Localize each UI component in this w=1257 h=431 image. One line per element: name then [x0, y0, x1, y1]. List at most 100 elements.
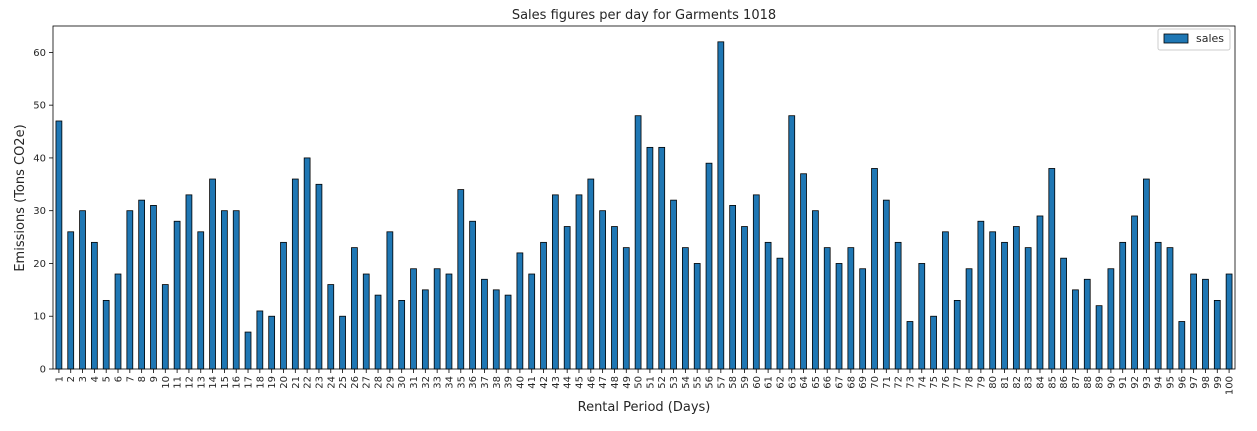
x-tick-label: 58 — [728, 376, 739, 389]
x-tick-label: 44 — [563, 376, 574, 389]
x-tick-label: 20 — [279, 376, 290, 389]
chart-title: Sales figures per day for Garments 1018 — [512, 8, 776, 23]
y-tick-label: 60 — [33, 48, 46, 59]
bar-89 — [1095, 305, 1103, 370]
bar-99 — [1213, 299, 1221, 370]
bar-29 — [386, 231, 394, 370]
x-axis-label: Rental Period (Days) — [578, 400, 711, 415]
x-tick-label: 69 — [858, 376, 869, 389]
bar-44 — [563, 226, 571, 370]
x-tick-label: 8 — [137, 376, 148, 382]
x-tick-label: 51 — [645, 376, 656, 389]
bar-100 — [1225, 273, 1233, 370]
x-tick-label: 45 — [574, 376, 585, 389]
x-tick-label: 46 — [586, 376, 597, 389]
bar-37 — [481, 278, 488, 370]
bar-49 — [622, 247, 630, 370]
bar-6 — [114, 273, 122, 370]
x-tick-label: 41 — [527, 376, 538, 389]
x-tick-label: 54 — [681, 376, 692, 389]
bar-63 — [788, 115, 796, 370]
bar-97 — [1190, 273, 1197, 370]
x-tick-label: 76 — [941, 376, 952, 389]
bar-65 — [812, 210, 819, 370]
x-tick-label: 11 — [173, 376, 184, 389]
bar-62 — [776, 257, 784, 370]
bar-4 — [91, 241, 98, 370]
bar-34 — [445, 273, 453, 370]
x-tick-label: 70 — [870, 376, 881, 389]
x-tick-label: 49 — [622, 376, 633, 389]
bar-8 — [138, 199, 146, 370]
bar-27 — [362, 273, 370, 370]
y-axis-label: Emissions (Tons CO2e) — [13, 124, 28, 271]
x-tick-label: 94 — [1154, 376, 1165, 389]
bar-73 — [906, 321, 914, 370]
x-tick-label: 65 — [811, 376, 822, 389]
bar-54 — [682, 247, 689, 370]
legend-swatch — [1163, 33, 1189, 44]
x-tick-label: 43 — [551, 376, 562, 389]
bar-46 — [587, 178, 595, 370]
bar-10 — [161, 284, 169, 370]
x-tick-label: 39 — [504, 376, 515, 389]
x-tick-label: 98 — [1201, 376, 1212, 389]
x-tick-label: 100 — [1225, 376, 1236, 395]
x-tick-label: 87 — [1071, 376, 1082, 389]
bar-16 — [232, 210, 240, 370]
x-tick-label: 73 — [905, 376, 916, 389]
x-tick-label: 78 — [965, 376, 976, 389]
bar-91 — [1119, 241, 1127, 370]
bar-55 — [693, 263, 701, 370]
x-tick-label: 16 — [232, 376, 243, 389]
x-tick-label: 64 — [799, 376, 810, 389]
bar-32 — [421, 289, 429, 370]
bar-19 — [268, 315, 276, 370]
x-tick-label: 79 — [976, 376, 987, 389]
x-tick-label: 6 — [114, 376, 125, 382]
x-tick-label: 83 — [1024, 376, 1035, 389]
bar-82 — [1012, 226, 1020, 370]
x-tick-label: 5 — [102, 376, 113, 382]
bar-90 — [1107, 268, 1115, 370]
bar-14 — [209, 178, 216, 370]
x-tick-label: 99 — [1213, 376, 1224, 389]
x-tick-label: 19 — [267, 376, 278, 389]
x-tick-label: 34 — [444, 376, 455, 389]
x-tick-label: 57 — [716, 376, 727, 389]
bar-36 — [469, 220, 476, 370]
x-tick-label: 88 — [1083, 376, 1094, 389]
x-tick-label: 25 — [338, 376, 349, 389]
legend-label-sales: sales — [1196, 32, 1224, 45]
x-tick-label: 2 — [66, 376, 77, 382]
x-tick-label: 21 — [291, 376, 302, 389]
bar-5 — [102, 299, 110, 370]
x-tick-label: 56 — [705, 376, 716, 389]
bar-41 — [528, 273, 536, 370]
bar-3 — [79, 210, 86, 370]
x-tick-label: 53 — [669, 376, 680, 389]
bar-24 — [327, 284, 335, 370]
bar-98 — [1202, 278, 1209, 370]
bar-67 — [835, 263, 843, 370]
x-tick-label: 37 — [480, 376, 491, 389]
bar-59 — [741, 226, 748, 370]
x-tick-label: 66 — [823, 376, 834, 389]
bar-28 — [374, 294, 382, 370]
x-tick-label: 55 — [693, 376, 704, 389]
bar-31 — [410, 268, 417, 370]
bar-43 — [551, 194, 559, 370]
bar-88 — [1083, 278, 1091, 370]
x-tick-label: 10 — [161, 376, 172, 389]
y-axis: 0 10 20 30 40 50 60 — [33, 48, 53, 376]
y-tick-label: 10 — [33, 312, 46, 323]
bar-45 — [575, 194, 583, 370]
bar-70 — [871, 168, 878, 370]
x-tick-label: 13 — [196, 376, 207, 389]
bar-42 — [540, 241, 547, 370]
x-tick-label: 92 — [1130, 376, 1141, 389]
bars-group — [55, 41, 1233, 370]
y-tick-label: 30 — [33, 206, 46, 217]
x-tick-label: 24 — [326, 376, 337, 389]
